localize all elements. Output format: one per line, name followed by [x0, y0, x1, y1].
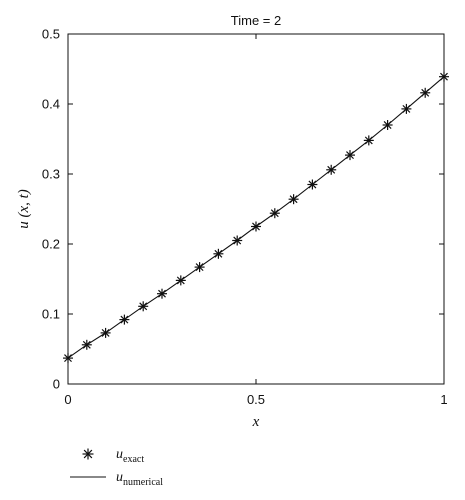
legend-label: unumerical [116, 470, 163, 488]
y-tick-label: 0.3 [42, 167, 60, 182]
data-point-exact [175, 275, 186, 286]
data-point-exact [251, 221, 261, 232]
data-point-exact [345, 150, 355, 161]
tick-labels: 0 0.5 1 0 0.1 0.2 0.3 0.4 0.5 [42, 27, 448, 408]
data-point-exact [439, 71, 449, 82]
data-point-exact [326, 164, 337, 175]
data-point-exact [213, 248, 224, 259]
data-point-exact [420, 87, 431, 98]
legend-label-sub: exact [123, 454, 144, 465]
y-tick-label: 0.4 [42, 97, 60, 112]
data-point-exact [63, 353, 73, 364]
x-axis-label: x [252, 414, 260, 430]
data-point-exact [138, 301, 149, 312]
y-tick-label: 0.2 [42, 237, 60, 252]
data-point-exact [194, 262, 205, 273]
y-axis-label: u (x, t) [16, 189, 32, 229]
x-tick-label: 0 [64, 392, 71, 407]
legend-label-sub: numerical [123, 477, 163, 488]
data-point-exact [81, 339, 92, 350]
data-point-exact [119, 314, 130, 325]
x-tick-label: 0.5 [247, 392, 265, 407]
data-point-exact [232, 235, 243, 246]
data-point-exact [288, 194, 299, 205]
data-point-exact [401, 103, 412, 114]
legend-symbol-asterisk [82, 448, 94, 460]
legend-label: uexact [116, 447, 144, 465]
legend-label-main: u [116, 470, 123, 485]
axis-ticks [67, 33, 445, 385]
data-point-exact [363, 135, 374, 146]
chart-title: Time = 2 [231, 13, 281, 28]
y-tick-label: 0.5 [42, 27, 60, 42]
legend-label-main: u [116, 447, 123, 462]
data-point-exact [157, 288, 167, 299]
plot-frame [67, 33, 445, 385]
data-point-exact [382, 120, 393, 130]
y-tick-label: 0 [53, 377, 60, 392]
y-tick-label: 0.1 [42, 307, 60, 322]
data-point-exact [269, 208, 280, 219]
x-tick-label: 1 [440, 392, 447, 407]
data-point-exact [100, 327, 111, 338]
data-point-exact [307, 179, 318, 190]
series-group [63, 71, 449, 364]
